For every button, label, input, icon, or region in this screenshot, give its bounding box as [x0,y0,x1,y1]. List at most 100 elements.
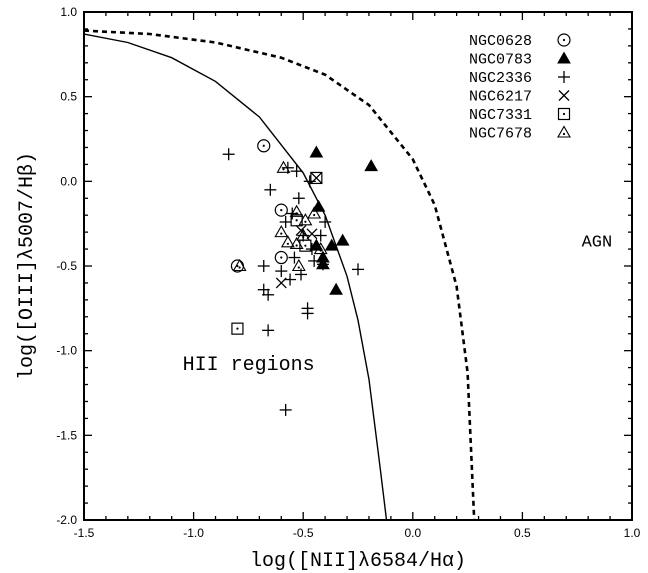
marker-dot [562,112,566,116]
data-point-ngc2336 [279,403,292,416]
axis-ticks [83,11,633,521]
marker-dot [302,235,305,239]
x-tick-label: 0.0 [404,526,421,540]
marker-triangle [557,51,571,64]
data-points [222,139,379,416]
marker-triangle [335,233,350,246]
x-tick-label: -1.5 [74,526,95,540]
marker-triangle [296,228,311,241]
legend-marker-ngc0628 [557,33,571,47]
data-point-ngc7678 [296,228,311,241]
marker-triangle [329,282,343,295]
marker-dot [304,220,307,223]
y-tick-label: -1.0 [56,344,77,358]
marker-dot [562,38,566,42]
data-point-ngc2336 [301,307,314,320]
marker-x-b [558,90,570,101]
data-point-ngc2336 [279,215,292,228]
marker-triangle [313,241,328,255]
marker-dot [304,244,307,247]
data-point-ngc6217 [306,228,318,240]
marker-dot [280,209,283,212]
data-point-ngc6217 [275,277,287,289]
marker-dot [280,256,283,259]
x-tick-label: -0.5 [293,526,314,540]
data-point-ngc7678 [313,241,328,255]
data-point-ngc0783 [329,282,343,295]
legend-marker-ngc2336 [558,71,570,83]
marker-dot [280,232,283,235]
dashed-demarcation-curve [84,29,476,520]
data-point-ngc2336 [262,288,275,301]
x-tick-label: 1.0 [624,526,641,540]
marker-triangle [291,258,306,272]
data-point-ngc2336 [262,324,275,337]
marker-circle [274,203,288,217]
marker-dot [295,212,298,215]
marker-triangle [557,125,571,138]
marker-circle [557,33,571,47]
annotation-hii-regions: HII regions [183,354,315,377]
data-point-ngc2336 [290,165,303,178]
data-point-ngc0783 [335,233,350,246]
data-point-ngc0783 [364,159,379,172]
marker-triangle [289,236,304,250]
legend-label-ngc2336: NGC2336 [469,70,532,87]
legend-marker-ngc6217 [558,90,570,101]
marker-triangle [289,204,304,217]
data-point-ngc0628 [274,203,288,217]
legend-label-ngc6217: NGC6217 [469,89,532,106]
demarcation-curves [84,29,476,520]
region-annotations: HII regions AGN [183,234,613,378]
marker-square [231,322,244,335]
marker-dot [315,176,318,180]
marker-circle [257,139,271,153]
marker-triangle [274,225,289,238]
y-tick-label: 0.5 [60,90,77,104]
data-point-ngc2336 [292,192,305,205]
data-point-ngc2336 [275,265,288,278]
y-tick-label: -2.0 [56,513,77,527]
marker-x-b [275,277,287,289]
marker-dot [286,242,289,245]
legend-label-ngc0628: NGC0628 [469,33,532,50]
marker-x-b [295,224,307,236]
marker-dot [313,213,316,217]
annotation-agn: AGN [582,234,613,253]
data-point-ngc2336 [222,148,235,161]
marker-triangle [311,199,326,212]
data-point-ngc6217 [295,224,307,236]
data-point-ngc7678 [289,204,304,217]
x-tick-label: 0.5 [514,526,531,540]
data-point-ngc2336 [314,229,327,242]
data-point-ngc2336 [305,243,318,256]
marker-triangle [324,238,339,251]
y-tick-label: 1.0 [60,5,77,19]
y-tick-label: -0.5 [56,259,77,273]
data-point-ngc7678 [274,225,289,238]
marker-dot [297,266,300,269]
data-point-ngc0628 [274,250,288,265]
marker-dot [562,132,566,136]
marker-dot [295,219,298,222]
marker-square [557,107,571,121]
data-point-ngc0783 [311,199,326,212]
legend-marker-ngc0783 [557,51,571,64]
data-point-ngc7678 [232,258,247,272]
data-point-ngc7678 [276,160,291,173]
legend-marker-ngc7331 [557,107,571,121]
marker-triangle [307,206,322,219]
data-point-ngc2336 [319,215,332,228]
data-point-ngc0628 [257,139,271,153]
marker-dot [238,266,241,269]
x-axis-label: log([NII]λ6584/Hα) [250,550,466,573]
marker-dot [262,144,265,147]
marker-triangle [276,160,291,173]
marker-dot [319,249,322,252]
y-tick-label: 0.0 [60,174,77,188]
marker-triangle [298,213,313,226]
data-point-ngc2336 [284,273,297,286]
marker-square [310,171,323,185]
